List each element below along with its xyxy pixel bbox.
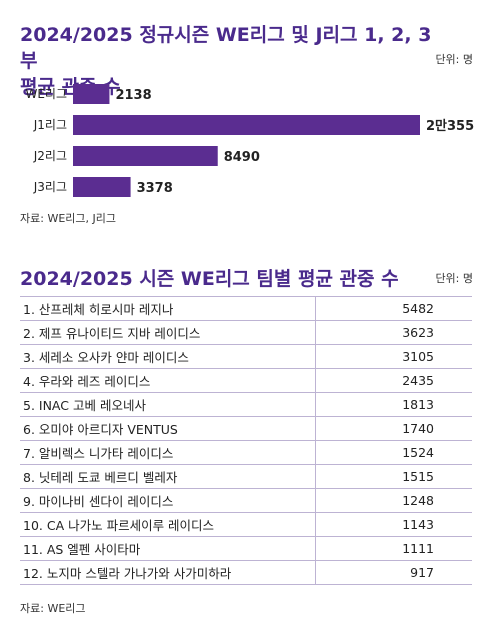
chart-source: 자료: WE리그, J리그 xyxy=(20,212,116,225)
table-unit-label: 단위: 명 xyxy=(435,272,473,285)
category-label: WE리그 xyxy=(25,87,67,101)
team-attendance: 917 xyxy=(315,560,472,585)
team-attendance: 1524 xyxy=(315,440,472,465)
team-name: 12. 노지마 스텔라 가나가와 사가미하라 xyxy=(20,560,316,585)
category-label: J1리그 xyxy=(33,118,67,132)
team-attendance: 1813 xyxy=(315,392,472,417)
category-label: J2리그 xyxy=(33,149,67,163)
team-attendance: 1143 xyxy=(315,512,472,537)
bar xyxy=(73,84,110,104)
bar-value-label: 3378 xyxy=(137,181,173,196)
table-row: 3. 세레소 오사카 얀마 레이디스 3105 xyxy=(20,344,472,369)
table-row: 11. AS 엘펜 사이타마 1111 xyxy=(20,536,472,561)
table-row: 12. 노지마 스텔라 가나가와 사가미하라 917 xyxy=(20,560,472,585)
team-name: 11. AS 엘펜 사이타마 xyxy=(20,536,316,561)
table-row: 2. 제프 유나이티드 지바 레이디스 3623 xyxy=(20,320,472,345)
bar xyxy=(73,115,420,135)
team-name: 2. 제프 유나이티드 지바 레이디스 xyxy=(20,320,316,345)
bar-value-label: 2만355 xyxy=(426,118,474,134)
team-attendance: 3623 xyxy=(315,320,472,345)
bar xyxy=(73,177,131,197)
team-attendance: 2435 xyxy=(315,368,472,393)
table-source: 자료: WE리그 xyxy=(20,602,86,615)
league-attendance-bar-chart: WE리그 2138 J1리그 2만355 J2리그 8490 J3리그 3378 xyxy=(25,84,474,197)
team-attendance: 5482 xyxy=(315,296,472,321)
unit-label: 단위: 명 xyxy=(435,53,473,66)
chart-title-line1: 2024/2025 정규시즌 WE리그 및 J리그 1, 2, 3부 xyxy=(20,24,432,72)
team-name: 9. 마이나비 센다이 레이디스 xyxy=(20,488,316,513)
team-name: 5. INAC 고베 레오네사 xyxy=(20,392,316,417)
bar-value-label: 8490 xyxy=(224,150,260,165)
team-attendance: 1515 xyxy=(315,464,472,489)
team-name: 4. 우라와 레즈 레이디스 xyxy=(20,368,316,393)
category-label: J3리그 xyxy=(33,180,67,194)
bar xyxy=(73,146,218,166)
table-row: 8. 닛테레 도쿄 베르디 벨레자 1515 xyxy=(20,464,472,489)
table-title: 2024/2025 시즌 WE리그 팀별 평균 관중 수 xyxy=(20,268,399,290)
team-name: 7. 알비렉스 니가타 레이디스 xyxy=(20,440,316,465)
table-row: 10. CA 나가노 파르세이루 레이디스 1143 xyxy=(20,512,472,537)
team-name: 6. 오미야 아르디자 VENTUS xyxy=(20,416,316,441)
team-attendance: 3105 xyxy=(315,344,472,369)
table-row: 1. 산프레체 히로시마 레지나 5482 xyxy=(20,296,472,321)
bar-value-label: 2138 xyxy=(115,88,151,103)
team-attendance-table: 1. 산프레체 히로시마 레지나 5482 2. 제프 유나이티드 지바 레이디스 3… xyxy=(20,296,472,585)
team-attendance: 1740 xyxy=(315,416,472,441)
team-attendance: 1111 xyxy=(315,536,472,561)
team-name: 8. 닛테레 도쿄 베르디 벨레자 xyxy=(20,464,316,489)
team-name: 10. CA 나가노 파르세이루 레이디스 xyxy=(20,512,316,537)
chart-title: 2024/2025 정규시즌 WE리그 및 J리그 1, 2, 3부 평균 관중… xyxy=(20,22,440,100)
table-row: 9. 마이나비 센다이 레이디스 1248 xyxy=(20,488,472,513)
team-attendance: 1248 xyxy=(315,488,472,513)
table-row: 6. 오미야 아르디자 VENTUS 1740 xyxy=(20,416,472,441)
table-row: 7. 알비렉스 니가타 레이디스 1524 xyxy=(20,440,472,465)
team-name: 1. 산프레체 히로시마 레지나 xyxy=(20,296,316,321)
team-name: 3. 세레소 오사카 얀마 레이디스 xyxy=(20,344,316,369)
table-row: 5. INAC 고베 레오네사 1813 xyxy=(20,392,472,417)
table-row: 4. 우라와 레즈 레이디스 2435 xyxy=(20,368,472,393)
